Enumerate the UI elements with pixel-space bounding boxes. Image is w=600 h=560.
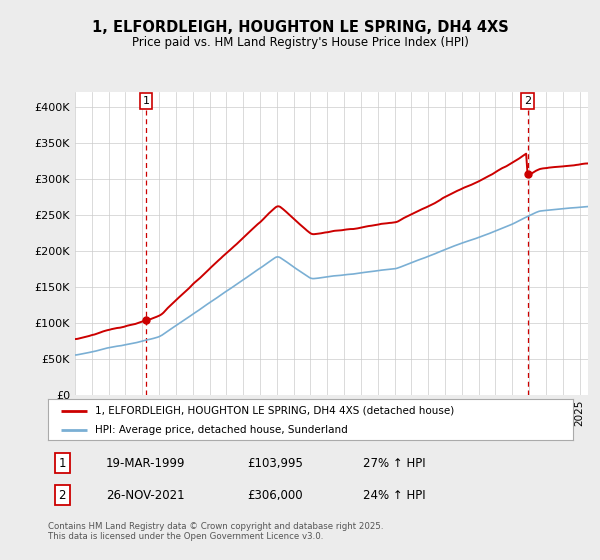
Text: HPI: Average price, detached house, Sunderland: HPI: Average price, detached house, Sund… [95, 424, 348, 435]
Text: £306,000: £306,000 [248, 489, 303, 502]
Text: 1: 1 [142, 96, 149, 106]
Text: Contains HM Land Registry data © Crown copyright and database right 2025.
This d: Contains HM Land Registry data © Crown c… [48, 522, 383, 542]
Text: 1, ELFORDLEIGH, HOUGHTON LE SPRING, DH4 4XS: 1, ELFORDLEIGH, HOUGHTON LE SPRING, DH4 … [92, 20, 508, 35]
Text: 26-NOV-2021: 26-NOV-2021 [106, 489, 184, 502]
Text: Price paid vs. HM Land Registry's House Price Index (HPI): Price paid vs. HM Land Registry's House … [131, 36, 469, 49]
Text: 2: 2 [524, 96, 531, 106]
Text: 1, ELFORDLEIGH, HOUGHTON LE SPRING, DH4 4XS (detached house): 1, ELFORDLEIGH, HOUGHTON LE SPRING, DH4 … [95, 405, 455, 416]
Text: 24% ↑ HPI: 24% ↑ HPI [363, 489, 425, 502]
Text: £103,995: £103,995 [248, 457, 304, 470]
Text: 27% ↑ HPI: 27% ↑ HPI [363, 457, 425, 470]
Text: 1: 1 [59, 457, 66, 470]
Text: 2: 2 [59, 489, 66, 502]
Text: 19-MAR-1999: 19-MAR-1999 [106, 457, 185, 470]
